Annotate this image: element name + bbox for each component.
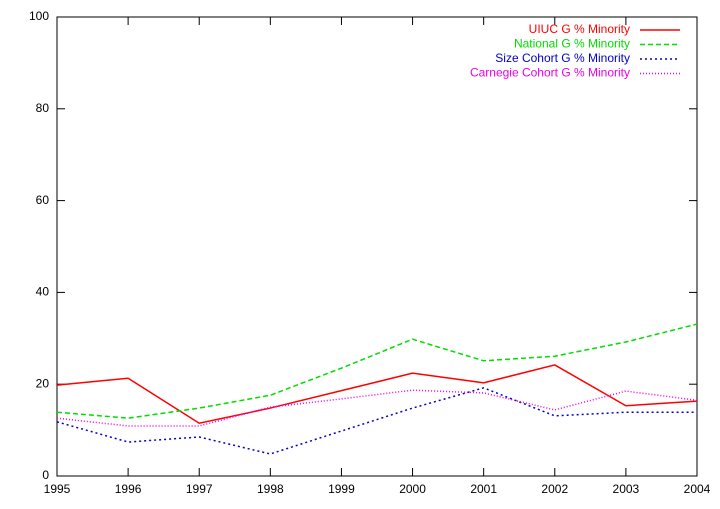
x-tick-label: 2003 [613,482,640,496]
legend-label: UIUC G % Minority [529,22,630,36]
x-tick-label: 1998 [257,482,284,496]
x-tick-label: 1996 [115,482,142,496]
y-tick-label: 100 [29,9,49,23]
legend-label: National G % Minority [514,37,630,51]
y-tick-label: 80 [36,101,50,115]
series-line [56,387,697,455]
series-line [56,389,698,427]
x-tick-label: 2000 [399,482,426,496]
x-tick-label: 1997 [186,482,213,496]
legend-label: Size Cohort G % Minority [495,51,630,65]
x-tick-label: 2001 [470,482,497,496]
series-line [56,364,698,425]
y-tick-label: 0 [42,468,49,482]
x-tick-label: 2002 [541,482,568,496]
series-line [56,323,698,419]
y-tick-label: 40 [36,285,50,299]
x-tick-label: 1995 [44,482,71,496]
plot-border [56,16,698,477]
x-tick-label: 1999 [328,482,355,496]
legend-label: Carnegie Cohort G % Minority [470,66,630,80]
x-tick-label: 2004 [684,482,711,496]
y-tick-label: 60 [36,193,50,207]
y-tick-label: 20 [36,376,50,390]
